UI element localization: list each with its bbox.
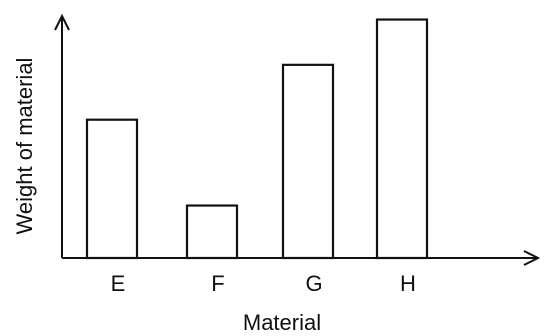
x-tick-label-g: G [305, 271, 322, 296]
x-axis-title: Material [243, 310, 321, 335]
bar-g [281, 63, 335, 260]
bar-series [85, 18, 429, 260]
bar-e [85, 118, 139, 260]
bar-f [185, 204, 239, 260]
x-tick-label-e: E [111, 271, 126, 296]
x-tick-label-f: F [211, 271, 224, 296]
y-axis-title: Weight of material [12, 58, 37, 235]
x-tick-label-h: H [400, 271, 416, 296]
x-tick-labels: E F G H [111, 271, 416, 296]
x-axis-arrow-icon [523, 250, 541, 266]
y-axis-arrow-icon [54, 13, 70, 31]
bar-h [375, 18, 429, 260]
